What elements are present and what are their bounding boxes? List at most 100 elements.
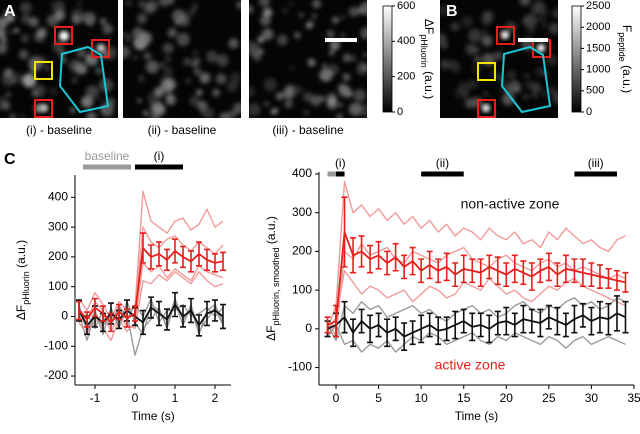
texture-blob xyxy=(342,73,351,82)
y-tick-label: 200 xyxy=(48,249,68,263)
y-tick-label: 300 xyxy=(292,205,312,219)
texture-blob xyxy=(523,13,538,28)
colorbar-tick-label: 600 xyxy=(397,0,415,12)
texture-blob xyxy=(183,57,192,66)
error-bar xyxy=(375,240,382,270)
y-tick-label: 100 xyxy=(48,279,68,293)
trace-line xyxy=(326,324,626,353)
error-bar xyxy=(571,258,578,284)
error-bar xyxy=(460,308,467,334)
error-bar xyxy=(613,295,620,332)
label-main: ΔF xyxy=(14,305,28,320)
x-tick-label: 2 xyxy=(212,391,219,405)
colorbar-tick-label: 2500 xyxy=(586,0,610,12)
texture-blob xyxy=(471,96,483,108)
axis-label: ΔFpHluorin, smoothed (a.u.) xyxy=(264,216,281,341)
error-bar xyxy=(196,241,202,267)
texture-blob xyxy=(276,34,289,46)
label-sub: peptide xyxy=(617,32,627,62)
label-unit: (a.u.) xyxy=(264,216,278,244)
texture-blob xyxy=(77,1,83,7)
label-unit: (a.u.) xyxy=(620,65,634,93)
y-tick-label: 400 xyxy=(48,190,68,204)
period-bar xyxy=(574,171,617,177)
error-bar xyxy=(443,316,450,342)
texture-blob xyxy=(85,85,99,99)
error-bar xyxy=(392,242,399,272)
cell-outline xyxy=(58,45,110,114)
error-bar xyxy=(571,304,578,334)
texture-blob xyxy=(538,15,546,23)
texture-blob xyxy=(227,109,237,118)
error-bar xyxy=(579,302,586,328)
image-ii xyxy=(123,0,241,118)
texture-blob xyxy=(298,12,304,18)
error-bar xyxy=(401,322,408,351)
cell-outline xyxy=(500,45,552,114)
error-bar xyxy=(156,241,162,267)
texture-blob xyxy=(508,87,514,94)
texture-blob xyxy=(212,88,221,97)
colorbar-tick-label: 1000 xyxy=(586,64,610,76)
image-texture xyxy=(249,0,367,118)
bright-spot xyxy=(40,104,48,112)
label-sub: pHluorin xyxy=(419,34,429,68)
error-bar xyxy=(418,314,425,344)
texture-blob xyxy=(20,114,26,118)
panel-label: A xyxy=(4,3,16,20)
bright-spot xyxy=(482,104,490,112)
period-bar xyxy=(83,164,131,170)
error-bar xyxy=(324,316,331,334)
texture-blob xyxy=(252,52,262,62)
error-bar xyxy=(108,312,114,333)
scale-bar xyxy=(325,38,357,42)
texture-blob xyxy=(338,102,344,108)
texture-blob xyxy=(9,113,17,118)
axis-label: ΔFpHluorin (a.u.) xyxy=(14,240,31,320)
texture-blob xyxy=(137,74,145,82)
error-bar xyxy=(503,262,510,288)
x-axis-label: Time (s) xyxy=(131,409,175,423)
error-bar xyxy=(188,297,194,324)
x-tick-label: 0 xyxy=(132,391,139,405)
period-label: (i) xyxy=(154,149,165,163)
texture-blob xyxy=(0,27,6,40)
texture-blob xyxy=(530,81,542,93)
texture-blob xyxy=(176,32,190,47)
texture-blob xyxy=(164,55,172,63)
texture-blob xyxy=(82,12,96,26)
texture-blob xyxy=(519,0,531,6)
texture-blob xyxy=(312,0,321,9)
period-label: (ii) xyxy=(436,156,449,170)
texture-blob xyxy=(450,22,460,32)
texture-blob xyxy=(258,49,264,55)
texture-blob xyxy=(71,77,78,84)
texture-blob xyxy=(482,30,487,35)
error-bar xyxy=(528,262,535,291)
error-bar xyxy=(435,316,442,346)
error-bar xyxy=(164,248,170,272)
trace-line xyxy=(326,297,626,342)
error-bar xyxy=(435,258,442,284)
texture-blob xyxy=(289,65,295,71)
error-bar xyxy=(511,312,518,338)
texture-blob xyxy=(197,100,208,111)
error-bar xyxy=(180,245,186,269)
texture-blob xyxy=(137,13,148,24)
error-bar xyxy=(596,300,603,334)
texture-blob xyxy=(249,5,254,14)
texture-blob xyxy=(167,27,177,38)
error-bar xyxy=(622,300,629,334)
texture-blob xyxy=(493,51,503,61)
texture-blob xyxy=(461,15,473,28)
image-caption: (ii) - baseline xyxy=(148,123,217,137)
texture-blob xyxy=(153,103,166,116)
error-bar xyxy=(545,304,552,330)
error-bar xyxy=(188,250,194,273)
texture-blob xyxy=(123,45,131,59)
y-tick-label: 0 xyxy=(61,309,68,323)
roi-active xyxy=(54,26,73,45)
texture-blob xyxy=(458,81,471,95)
texture-blob xyxy=(506,69,517,80)
